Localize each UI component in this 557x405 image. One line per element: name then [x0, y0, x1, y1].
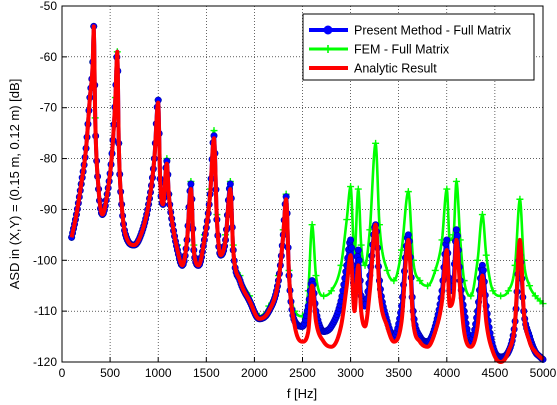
fem-marker [526, 282, 534, 290]
y-tick-label: -60 [40, 50, 58, 64]
present-method-marker [187, 180, 195, 188]
x-tick-label: 1500 [193, 366, 220, 380]
series-analytic-line [69, 24, 545, 364]
x-tick-label: 3500 [385, 366, 412, 380]
y-tick-label: -80 [40, 152, 58, 166]
fem-marker [308, 221, 316, 229]
fem-marker [531, 292, 539, 300]
fem-marker [390, 277, 398, 285]
fem-marker [416, 277, 424, 285]
fem-marker [474, 256, 482, 264]
y-tick-label: -100 [33, 253, 57, 267]
fem-marker [482, 251, 490, 259]
fem-marker [452, 177, 460, 185]
fem-marker [343, 216, 351, 224]
fem-marker [467, 292, 475, 300]
y-tick-label: -120 [33, 355, 57, 369]
y-tick-label: -110 [34, 304, 57, 318]
present-method-marker [355, 256, 363, 264]
fem-marker [357, 241, 365, 249]
fem-marker [361, 261, 369, 269]
x-tick-label: 500 [100, 366, 120, 380]
legend-marker-fem [324, 45, 332, 53]
fem-marker [398, 246, 406, 254]
present-method-marker [443, 236, 451, 244]
present-method-marker [452, 226, 460, 234]
x-axis-label: f [Hz] [287, 386, 317, 401]
legend-entry-analytic: Analytic Result [309, 62, 437, 76]
y-tick-label: -70 [40, 101, 58, 115]
fem-marker [497, 292, 505, 300]
fem-marker [320, 292, 328, 300]
fem-marker [431, 266, 439, 274]
fem-marker [312, 272, 320, 280]
fem-marker [489, 287, 497, 295]
y-axis-label: ASD in (X,Y) = (0.15 m, 0.12 m) [dB] [7, 79, 22, 290]
present-method-marker [404, 231, 412, 239]
series-analytic [69, 24, 545, 364]
x-tick-label: 2000 [241, 366, 268, 380]
x-tick-label: 2500 [289, 366, 316, 380]
present-method-marker [226, 180, 234, 188]
fem-marker [443, 185, 451, 193]
legend-entry-present-method: Present Method - Full Matrix [309, 24, 512, 38]
fem-marker [354, 185, 362, 193]
y-tick-label: -50 [40, 0, 58, 13]
present-method-marker [354, 246, 362, 254]
fem-marker [327, 287, 335, 295]
present-method-marker [453, 232, 461, 240]
x-axis-ticks: 0 500 1000 1500 2000 2500 3000 3500 4000 4500 5000 [59, 357, 557, 380]
plot-frame [61, 5, 544, 363]
present-method-marker [347, 236, 355, 244]
y-axis-ticks: -120 -110 -100 -90 -80 -70 -60 -50 [33, 0, 67, 369]
x-tick-label: 5000 [530, 366, 557, 380]
fem-marker [383, 266, 391, 274]
fem-marker [347, 183, 355, 191]
fem-marker [372, 139, 380, 147]
fem-marker [516, 195, 524, 203]
legend-label-analytic: Analytic Result [354, 62, 437, 76]
legend-label-fem: FEM - Full Matrix [354, 43, 450, 57]
x-tick-label: 1000 [145, 366, 172, 380]
fem-marker [478, 211, 486, 219]
legend-label-present-method: Present Method - Full Matrix [354, 24, 512, 38]
series-layer [68, 22, 547, 364]
present-method-marker [348, 244, 356, 252]
legend-entry-fem: FEM - Full Matrix [309, 43, 450, 57]
x-tick-label: 4000 [433, 366, 460, 380]
x-tick-label: 3000 [337, 366, 364, 380]
fem-marker [424, 282, 432, 290]
legend: Present Method - Full Matrix FEM - Full … [302, 13, 535, 81]
x-tick-label: 0 [59, 366, 66, 380]
legend-marker-present-method [323, 25, 333, 35]
y-tick-label: -90 [40, 202, 58, 216]
x-tick-label: 4500 [482, 366, 509, 380]
present-method-marker [479, 266, 487, 274]
fem-marker [504, 287, 512, 295]
fem-marker [404, 188, 412, 196]
